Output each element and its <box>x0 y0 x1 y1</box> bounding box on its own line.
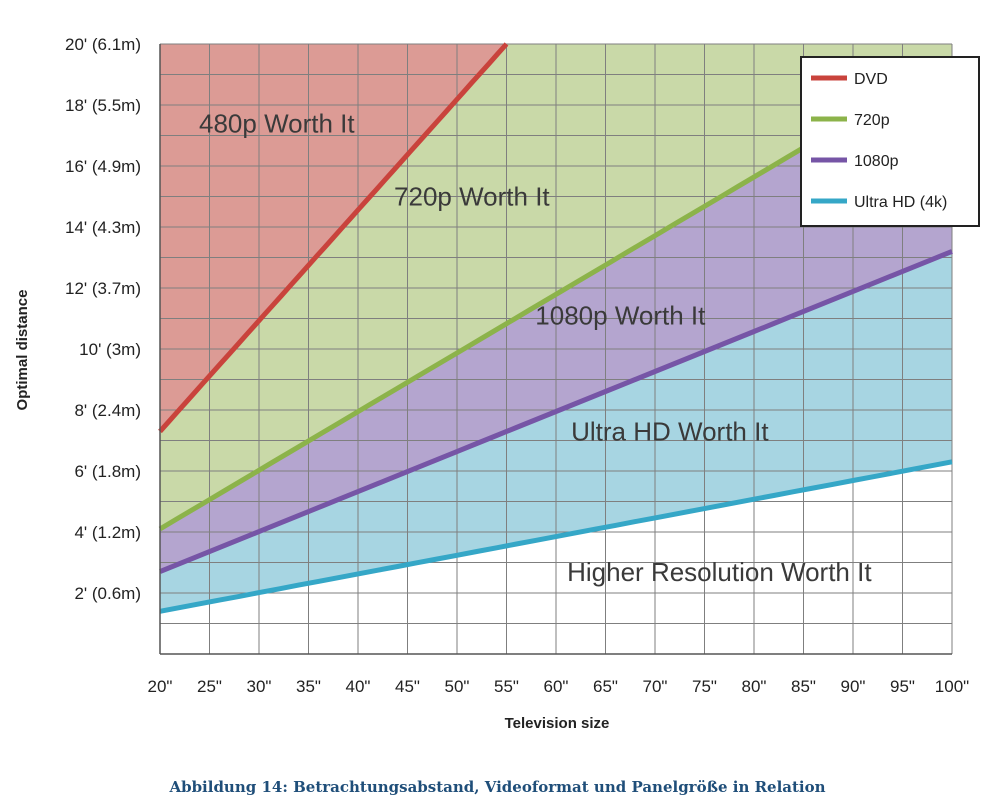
y-tick-label: 14' (4.3m) <box>65 218 141 237</box>
region-higher-resolution-label: Higher Resolution Worth It <box>567 557 872 587</box>
region-1080p-label: 1080p Worth It <box>535 301 706 331</box>
x-tick-label: 65" <box>593 677 618 696</box>
dvd-line <box>158 42 509 434</box>
legend-key-1080p-label: 1080p <box>854 153 899 170</box>
y-tick-label: 6' (1.8m) <box>74 462 141 481</box>
x-tick-label: 95" <box>890 677 915 696</box>
720p-line <box>158 145 805 532</box>
legend-key-ultra-hd-label: Ultra HD (4k) <box>854 194 947 211</box>
y-tick-label: 4' (1.2m) <box>74 523 141 542</box>
region-720p-label: 720p Worth It <box>394 182 550 212</box>
series-lines <box>158 42 953 614</box>
x-tick-label: 60" <box>544 677 569 696</box>
x-tick-label: 85" <box>791 677 816 696</box>
y-tick-label: 16' (4.9m) <box>65 157 141 176</box>
x-tick-label: 90" <box>841 677 866 696</box>
x-tick-label: 40" <box>346 677 371 696</box>
legend-box <box>800 56 980 227</box>
x-tick-label: 30" <box>247 677 272 696</box>
legend: DVD 720p 1080p Ultra HD (4k) <box>800 56 980 227</box>
ultra-hd-line <box>159 459 953 614</box>
x-tick-label: 25" <box>197 677 222 696</box>
x-tick-label: 70" <box>643 677 668 696</box>
x-tick-label: 100" <box>935 677 969 696</box>
x-tick-label: 35" <box>296 677 321 696</box>
x-tick-label: 55" <box>494 677 519 696</box>
x-tick-label: 75" <box>692 677 717 696</box>
x-tick-label: 80" <box>742 677 767 696</box>
y-tick-label: 18' (5.5m) <box>65 96 141 115</box>
y-tick-label: 12' (3.7m) <box>65 279 141 298</box>
region-ultra-hd-label: Ultra HD Worth It <box>571 417 769 447</box>
chart-svg: 480p Worth It 720p Worth It 1080p Worth It… <box>14 35 980 732</box>
y-tick-label: 10' (3m) <box>79 340 141 359</box>
y-axis-title: Optimal distance <box>14 290 31 411</box>
axes: 20" 25" 30" 35" 40" 45" 50" 55" 60" 65" 70" 75" 80" 8… <box>65 35 969 696</box>
x-tick-label: 50" <box>445 677 470 696</box>
y-tick-label: 8' (2.4m) <box>74 401 141 420</box>
legend-key-720p-label: 720p <box>854 112 890 129</box>
legend-key-dvd-label: DVD <box>854 71 888 88</box>
x-tick-label: 20" <box>148 677 173 696</box>
x-axis-title: Television size <box>505 715 610 732</box>
region-labels: 480p Worth It 720p Worth It 1080p Worth It… <box>199 108 872 586</box>
x-tick-label: 45" <box>395 677 420 696</box>
y-tick-label: 20' (6.1m) <box>65 35 141 54</box>
figure-caption: Abbildung 14: Betrachtungsabstand, Video… <box>169 778 826 796</box>
y-tick-label: 2' (0.6m) <box>74 584 141 603</box>
1080p-line <box>159 249 953 574</box>
region-480p-label: 480p Worth It <box>199 108 355 138</box>
